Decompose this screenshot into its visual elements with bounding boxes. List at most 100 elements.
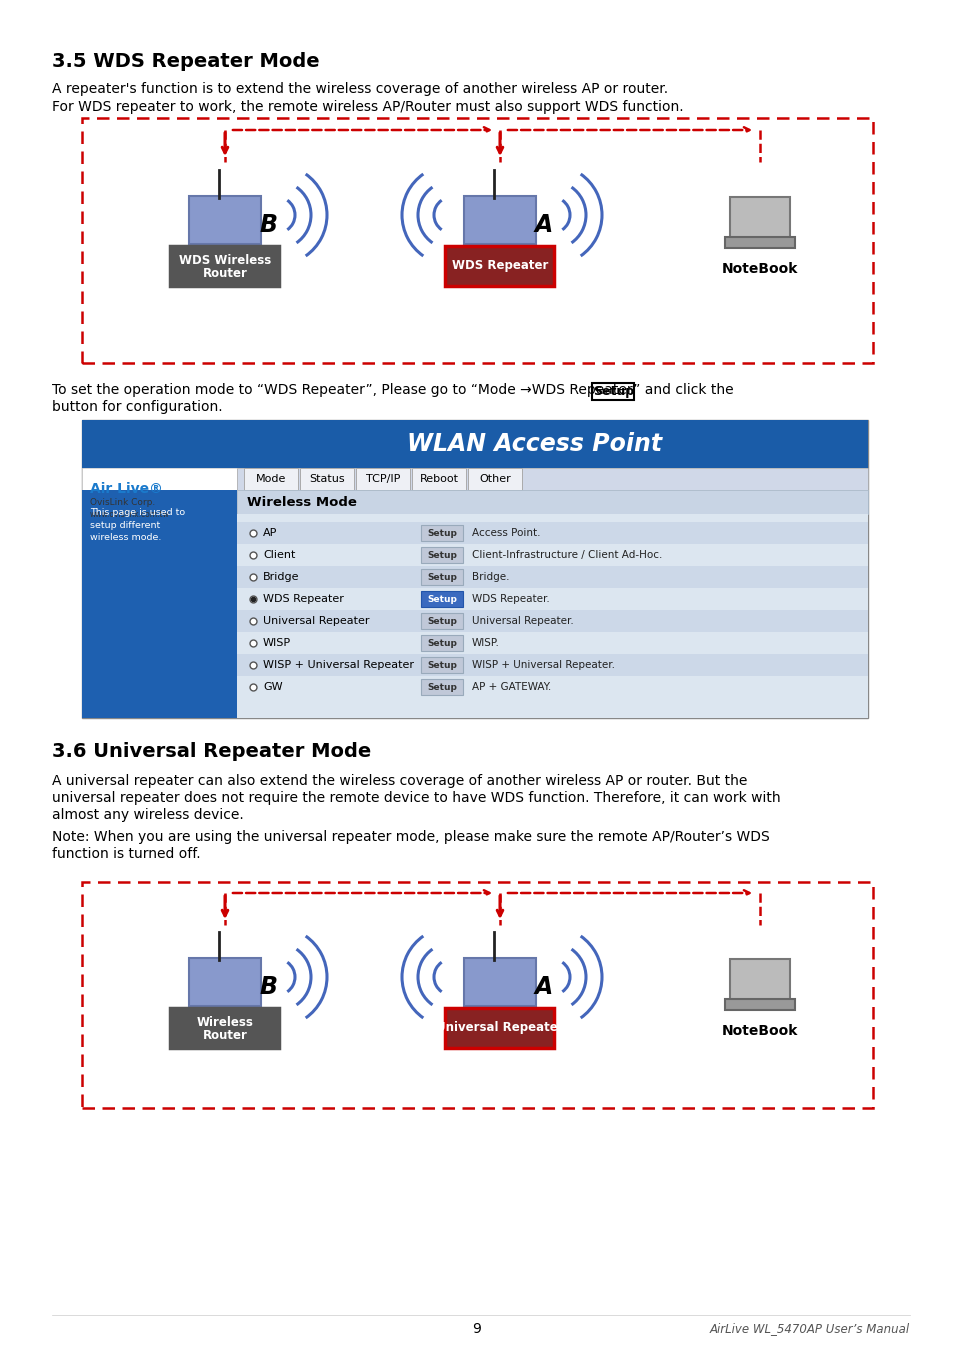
FancyBboxPatch shape	[236, 468, 867, 490]
Text: WISP + Universal Repeater: WISP + Universal Repeater	[263, 660, 414, 670]
FancyBboxPatch shape	[445, 1008, 554, 1048]
Text: Setup: Setup	[427, 594, 456, 603]
Text: Setup: Setup	[427, 683, 456, 691]
Text: Setup: Setup	[427, 551, 456, 559]
FancyBboxPatch shape	[189, 958, 261, 1006]
Text: AirLive WL_5470AP User’s Manual: AirLive WL_5470AP User’s Manual	[709, 1322, 909, 1335]
FancyBboxPatch shape	[236, 632, 867, 653]
Text: Other: Other	[478, 474, 511, 485]
FancyBboxPatch shape	[171, 1008, 279, 1048]
Text: 9: 9	[472, 1322, 481, 1336]
Text: WISP + Universal Repeater.: WISP + Universal Repeater.	[472, 660, 615, 670]
Text: TCP/IP: TCP/IP	[365, 474, 399, 485]
FancyBboxPatch shape	[82, 882, 872, 1108]
FancyBboxPatch shape	[236, 610, 867, 632]
FancyBboxPatch shape	[468, 468, 521, 490]
FancyBboxPatch shape	[729, 958, 789, 1000]
Text: Setup: Setup	[427, 660, 456, 670]
FancyBboxPatch shape	[189, 196, 261, 244]
FancyBboxPatch shape	[82, 420, 867, 718]
FancyBboxPatch shape	[420, 568, 462, 585]
FancyBboxPatch shape	[82, 490, 236, 718]
Text: A repeater's function is to extend the wireless coverage of another wireless AP : A repeater's function is to extend the w…	[52, 82, 667, 96]
FancyBboxPatch shape	[420, 525, 462, 541]
Text: function is turned off.: function is turned off.	[52, 846, 200, 861]
FancyBboxPatch shape	[724, 999, 794, 1010]
Text: OvisLink Corp.: OvisLink Corp.	[90, 498, 155, 508]
Text: A universal repeater can also extend the wireless coverage of another wireless A: A universal repeater can also extend the…	[52, 774, 746, 788]
Text: For WDS repeater to work, the remote wireless AP/Router must also support WDS fu: For WDS repeater to work, the remote wir…	[52, 100, 683, 113]
Text: AP: AP	[263, 528, 277, 539]
FancyBboxPatch shape	[420, 613, 462, 629]
Text: Wireless: Wireless	[196, 1017, 253, 1029]
Text: Mode: Mode	[255, 474, 286, 485]
FancyBboxPatch shape	[463, 196, 536, 244]
FancyBboxPatch shape	[82, 420, 867, 468]
Text: Bridge.: Bridge.	[472, 572, 509, 582]
FancyBboxPatch shape	[724, 238, 794, 248]
FancyBboxPatch shape	[236, 544, 867, 566]
FancyBboxPatch shape	[236, 676, 867, 698]
Text: B: B	[260, 213, 277, 238]
Text: Universal Repeater.: Universal Repeater.	[472, 616, 573, 626]
Text: Air Live®: Air Live®	[90, 482, 163, 495]
Text: Universal Repeater: Universal Repeater	[436, 1022, 563, 1034]
Text: WDS Repeater: WDS Repeater	[263, 594, 343, 603]
Text: This page is used to
setup different
wireless mode.: This page is used to setup different wir…	[90, 508, 185, 541]
FancyBboxPatch shape	[82, 117, 872, 363]
Text: Router: Router	[202, 1030, 247, 1042]
FancyBboxPatch shape	[420, 657, 462, 674]
Text: WDS Repeater: WDS Repeater	[452, 259, 548, 273]
Text: WDS Repeater.: WDS Repeater.	[472, 594, 549, 603]
FancyBboxPatch shape	[299, 468, 354, 490]
Text: Status: Status	[309, 474, 344, 485]
Text: Setup: Setup	[427, 528, 456, 537]
FancyBboxPatch shape	[412, 468, 465, 490]
Text: Access Point.: Access Point.	[472, 528, 540, 539]
Text: Setup: Setup	[427, 617, 456, 625]
FancyBboxPatch shape	[171, 246, 279, 286]
FancyBboxPatch shape	[592, 383, 634, 400]
Text: Client: Client	[263, 549, 295, 560]
Text: almost any wireless device.: almost any wireless device.	[52, 809, 244, 822]
Text: GW: GW	[263, 682, 282, 693]
FancyBboxPatch shape	[729, 197, 789, 239]
Text: To set the operation mode to “WDS Repeater”, Please go to “Mode →WDS Repeater” a: To set the operation mode to “WDS Repeat…	[52, 383, 738, 397]
FancyBboxPatch shape	[420, 547, 462, 563]
Text: WISP.: WISP.	[472, 639, 499, 648]
Text: www.ovislink.com.tw: www.ovislink.com.tw	[90, 510, 170, 518]
Text: Note: When you are using the universal repeater mode, please make sure the remot: Note: When you are using the universal r…	[52, 830, 769, 844]
FancyBboxPatch shape	[236, 566, 867, 589]
Text: Setup: Setup	[427, 572, 456, 582]
FancyBboxPatch shape	[355, 468, 410, 490]
Text: NoteBook: NoteBook	[721, 262, 798, 275]
Text: Universal Repeater: Universal Repeater	[263, 616, 369, 626]
FancyBboxPatch shape	[82, 468, 236, 531]
Text: Reboot: Reboot	[419, 474, 458, 485]
Text: Router: Router	[202, 267, 247, 281]
FancyBboxPatch shape	[445, 246, 554, 286]
Text: B: B	[260, 975, 277, 999]
FancyBboxPatch shape	[236, 589, 867, 610]
FancyBboxPatch shape	[420, 634, 462, 651]
Text: A: A	[535, 975, 553, 999]
Text: button for configuration.: button for configuration.	[52, 400, 222, 414]
Text: WISP: WISP	[263, 639, 291, 648]
FancyBboxPatch shape	[236, 514, 867, 718]
FancyBboxPatch shape	[420, 679, 462, 695]
FancyBboxPatch shape	[244, 468, 297, 490]
FancyBboxPatch shape	[236, 490, 867, 514]
Text: AP + GATEWAY.: AP + GATEWAY.	[472, 682, 551, 693]
FancyBboxPatch shape	[463, 958, 536, 1006]
Text: WLAN Access Point: WLAN Access Point	[407, 432, 662, 456]
FancyBboxPatch shape	[236, 522, 867, 544]
Text: 3.6 Universal Repeater Mode: 3.6 Universal Repeater Mode	[52, 743, 371, 761]
Text: WDS Wireless: WDS Wireless	[178, 254, 271, 267]
Text: A: A	[535, 213, 553, 238]
Text: Client-Infrastructure / Client Ad-Hoc.: Client-Infrastructure / Client Ad-Hoc.	[472, 549, 661, 560]
FancyBboxPatch shape	[236, 653, 867, 676]
Text: 3.5 WDS Repeater Mode: 3.5 WDS Repeater Mode	[52, 53, 319, 72]
Text: Bridge: Bridge	[263, 572, 299, 582]
Text: Wireless Mode: Wireless Mode	[247, 495, 356, 509]
Text: Setup: Setup	[592, 385, 633, 398]
